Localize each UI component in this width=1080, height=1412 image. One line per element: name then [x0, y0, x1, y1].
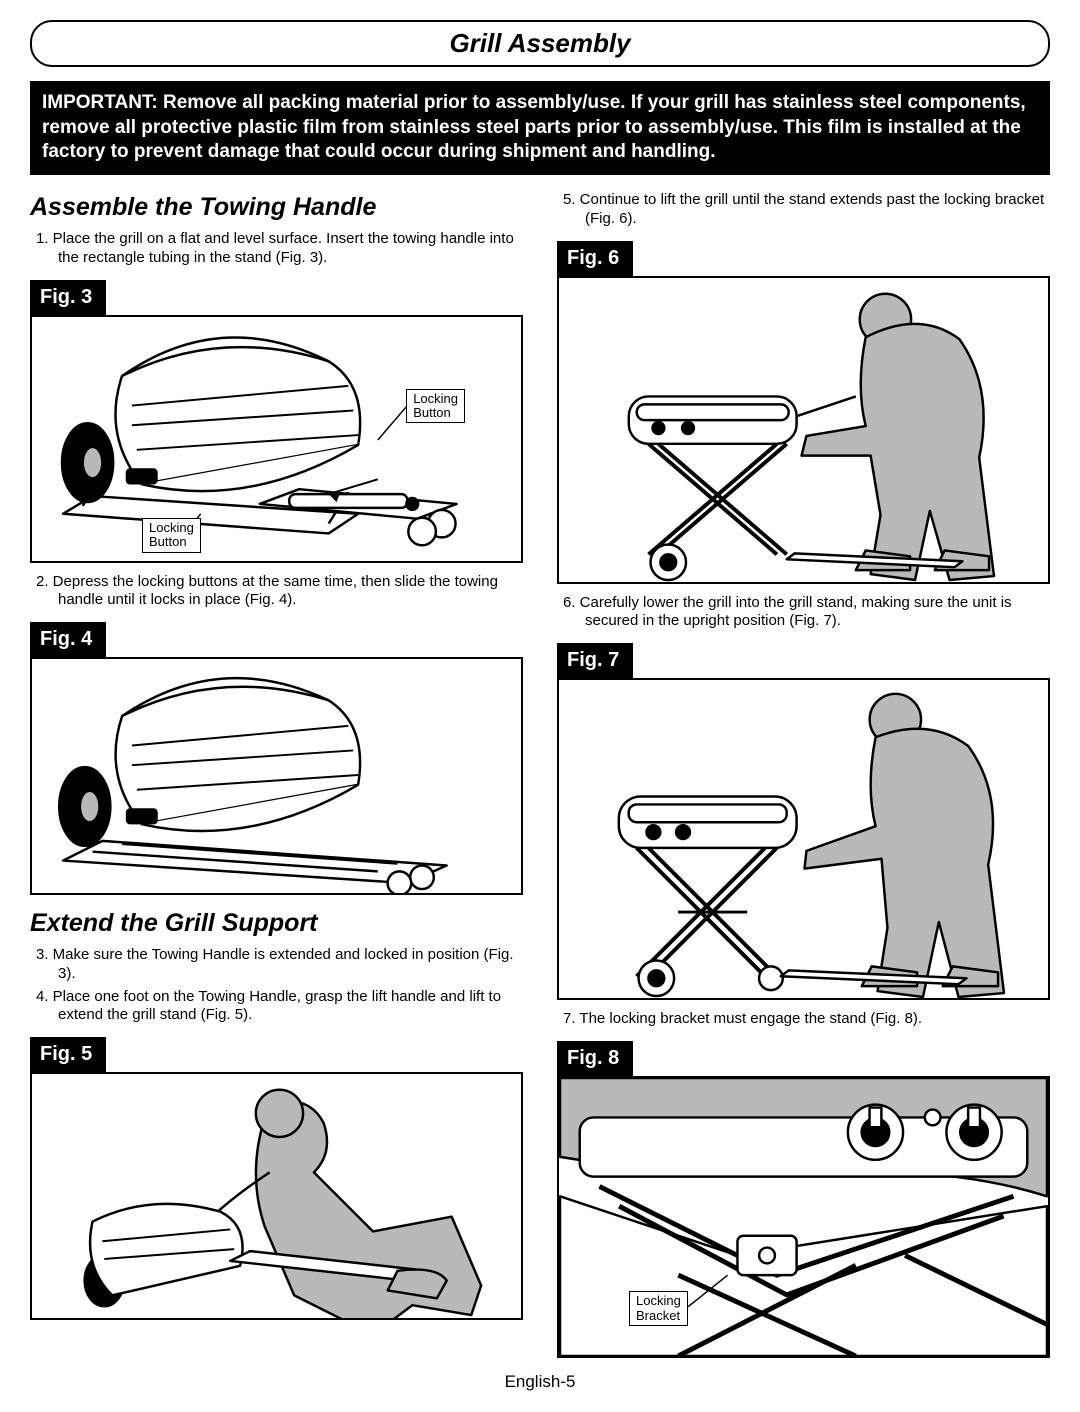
step-7: 7. The locking bracket must engage the s…: [557, 1010, 1050, 1029]
fig8-box: Locking Bracket: [557, 1076, 1050, 1358]
fig8-label: Fig. 8: [557, 1041, 633, 1076]
fig5-box: [30, 1072, 523, 1320]
content-columns: Assemble the Towing Handle 1. Place the …: [30, 191, 1050, 1358]
fig5-label: Fig. 5: [30, 1037, 106, 1072]
page-title: Grill Assembly: [449, 28, 630, 58]
fig7-illustration: [559, 680, 1048, 998]
fig4-label: Fig. 4: [30, 622, 106, 657]
fig4-illustration: [32, 659, 521, 893]
fig6-illustration: [559, 278, 1048, 582]
fig4-box: [30, 657, 523, 895]
page-footer: English-5: [30, 1372, 1050, 1392]
column-right: 5. Continue to lift the grill until the …: [557, 191, 1050, 1358]
step-4: 4. Place one foot on the Towing Handle, …: [30, 988, 523, 1026]
column-left: Assemble the Towing Handle 1. Place the …: [30, 191, 523, 1358]
steps-list-4: 5. Continue to lift the grill until the …: [557, 191, 1050, 229]
fig7-box: [557, 678, 1050, 1000]
important-notice: IMPORTANT: Remove all packing material p…: [30, 81, 1050, 175]
heading-extend-support: Extend the Grill Support: [30, 909, 523, 938]
fig3-illustration: [32, 317, 521, 561]
page-title-container: Grill Assembly: [30, 20, 1050, 67]
step-5: 5. Continue to lift the grill until the …: [557, 191, 1050, 229]
fig6-label: Fig. 6: [557, 241, 633, 276]
steps-list-5: 6. Carefully lower the grill into the gr…: [557, 594, 1050, 632]
steps-list-1: 1. Place the grill on a flat and level s…: [30, 230, 523, 268]
fig3-box: Locking Button Locking Button: [30, 315, 523, 563]
fig5-illustration: [32, 1074, 521, 1318]
fig6-box: [557, 276, 1050, 584]
step-1: 1. Place the grill on a flat and level s…: [30, 230, 523, 268]
heading-towing-handle: Assemble the Towing Handle: [30, 193, 523, 222]
step-3: 3. Make sure the Towing Handle is extend…: [30, 946, 523, 984]
fig3-label: Fig. 3: [30, 280, 106, 315]
fig7-label: Fig. 7: [557, 643, 633, 678]
fig8-callout: Locking Bracket: [629, 1291, 688, 1326]
fig3-callout-b: Locking Button: [142, 518, 201, 553]
steps-list-6: 7. The locking bracket must engage the s…: [557, 1010, 1050, 1029]
fig3-callout-a: Locking Button: [406, 389, 465, 424]
step-2: 2. Depress the locking buttons at the sa…: [30, 573, 523, 611]
step-6: 6. Carefully lower the grill into the gr…: [557, 594, 1050, 632]
steps-list-3: 3. Make sure the Towing Handle is extend…: [30, 946, 523, 1025]
steps-list-2: 2. Depress the locking buttons at the sa…: [30, 573, 523, 611]
